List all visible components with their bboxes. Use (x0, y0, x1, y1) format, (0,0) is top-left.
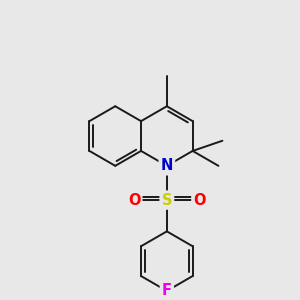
Text: S: S (162, 193, 172, 208)
Text: F: F (162, 284, 172, 298)
Text: O: O (128, 193, 140, 208)
Text: O: O (194, 193, 206, 208)
Text: N: N (161, 158, 173, 173)
